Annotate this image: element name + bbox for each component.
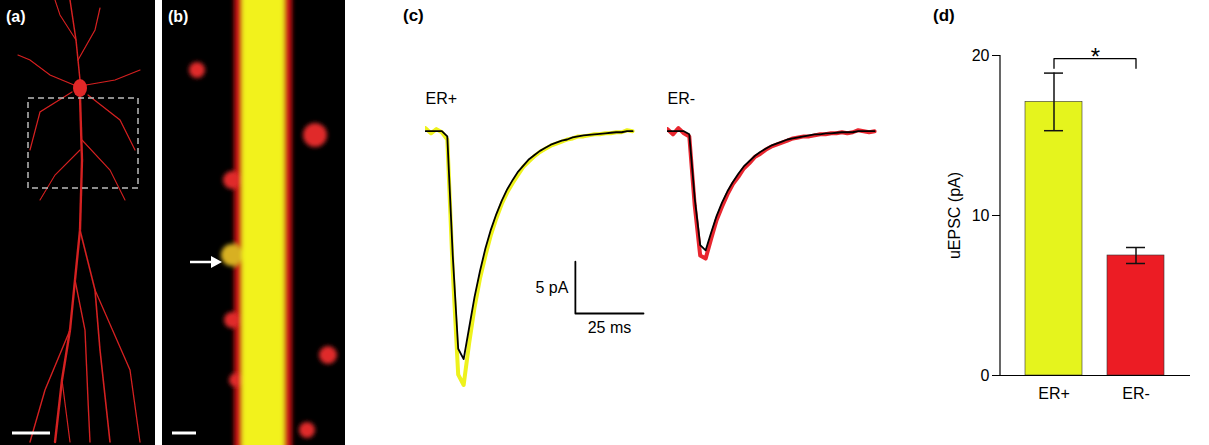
svg-text:ER-: ER- [1122, 385, 1150, 402]
svg-text:ER+: ER+ [1038, 385, 1070, 402]
html-text:(d): (d) [933, 6, 955, 25]
svg-text:10: 10 [972, 207, 990, 224]
svg-text:(a): (a) [6, 8, 26, 25]
svg-text:uEPSC (pA): uEPSC (pA) [946, 172, 963, 259]
svg-text:ER-: ER- [668, 90, 696, 107]
svg-text:(b): (b) [168, 8, 188, 25]
svg-text:25 ms: 25 ms [588, 319, 632, 336]
svg-text:ER+: ER+ [426, 90, 458, 107]
svg-text:5 pA: 5 pA [535, 279, 568, 296]
svg-text:*: * [1091, 43, 1100, 70]
svg-text:0: 0 [981, 367, 990, 384]
svg-text:20: 20 [972, 47, 990, 64]
html-text:(c): (c) [403, 6, 424, 25]
